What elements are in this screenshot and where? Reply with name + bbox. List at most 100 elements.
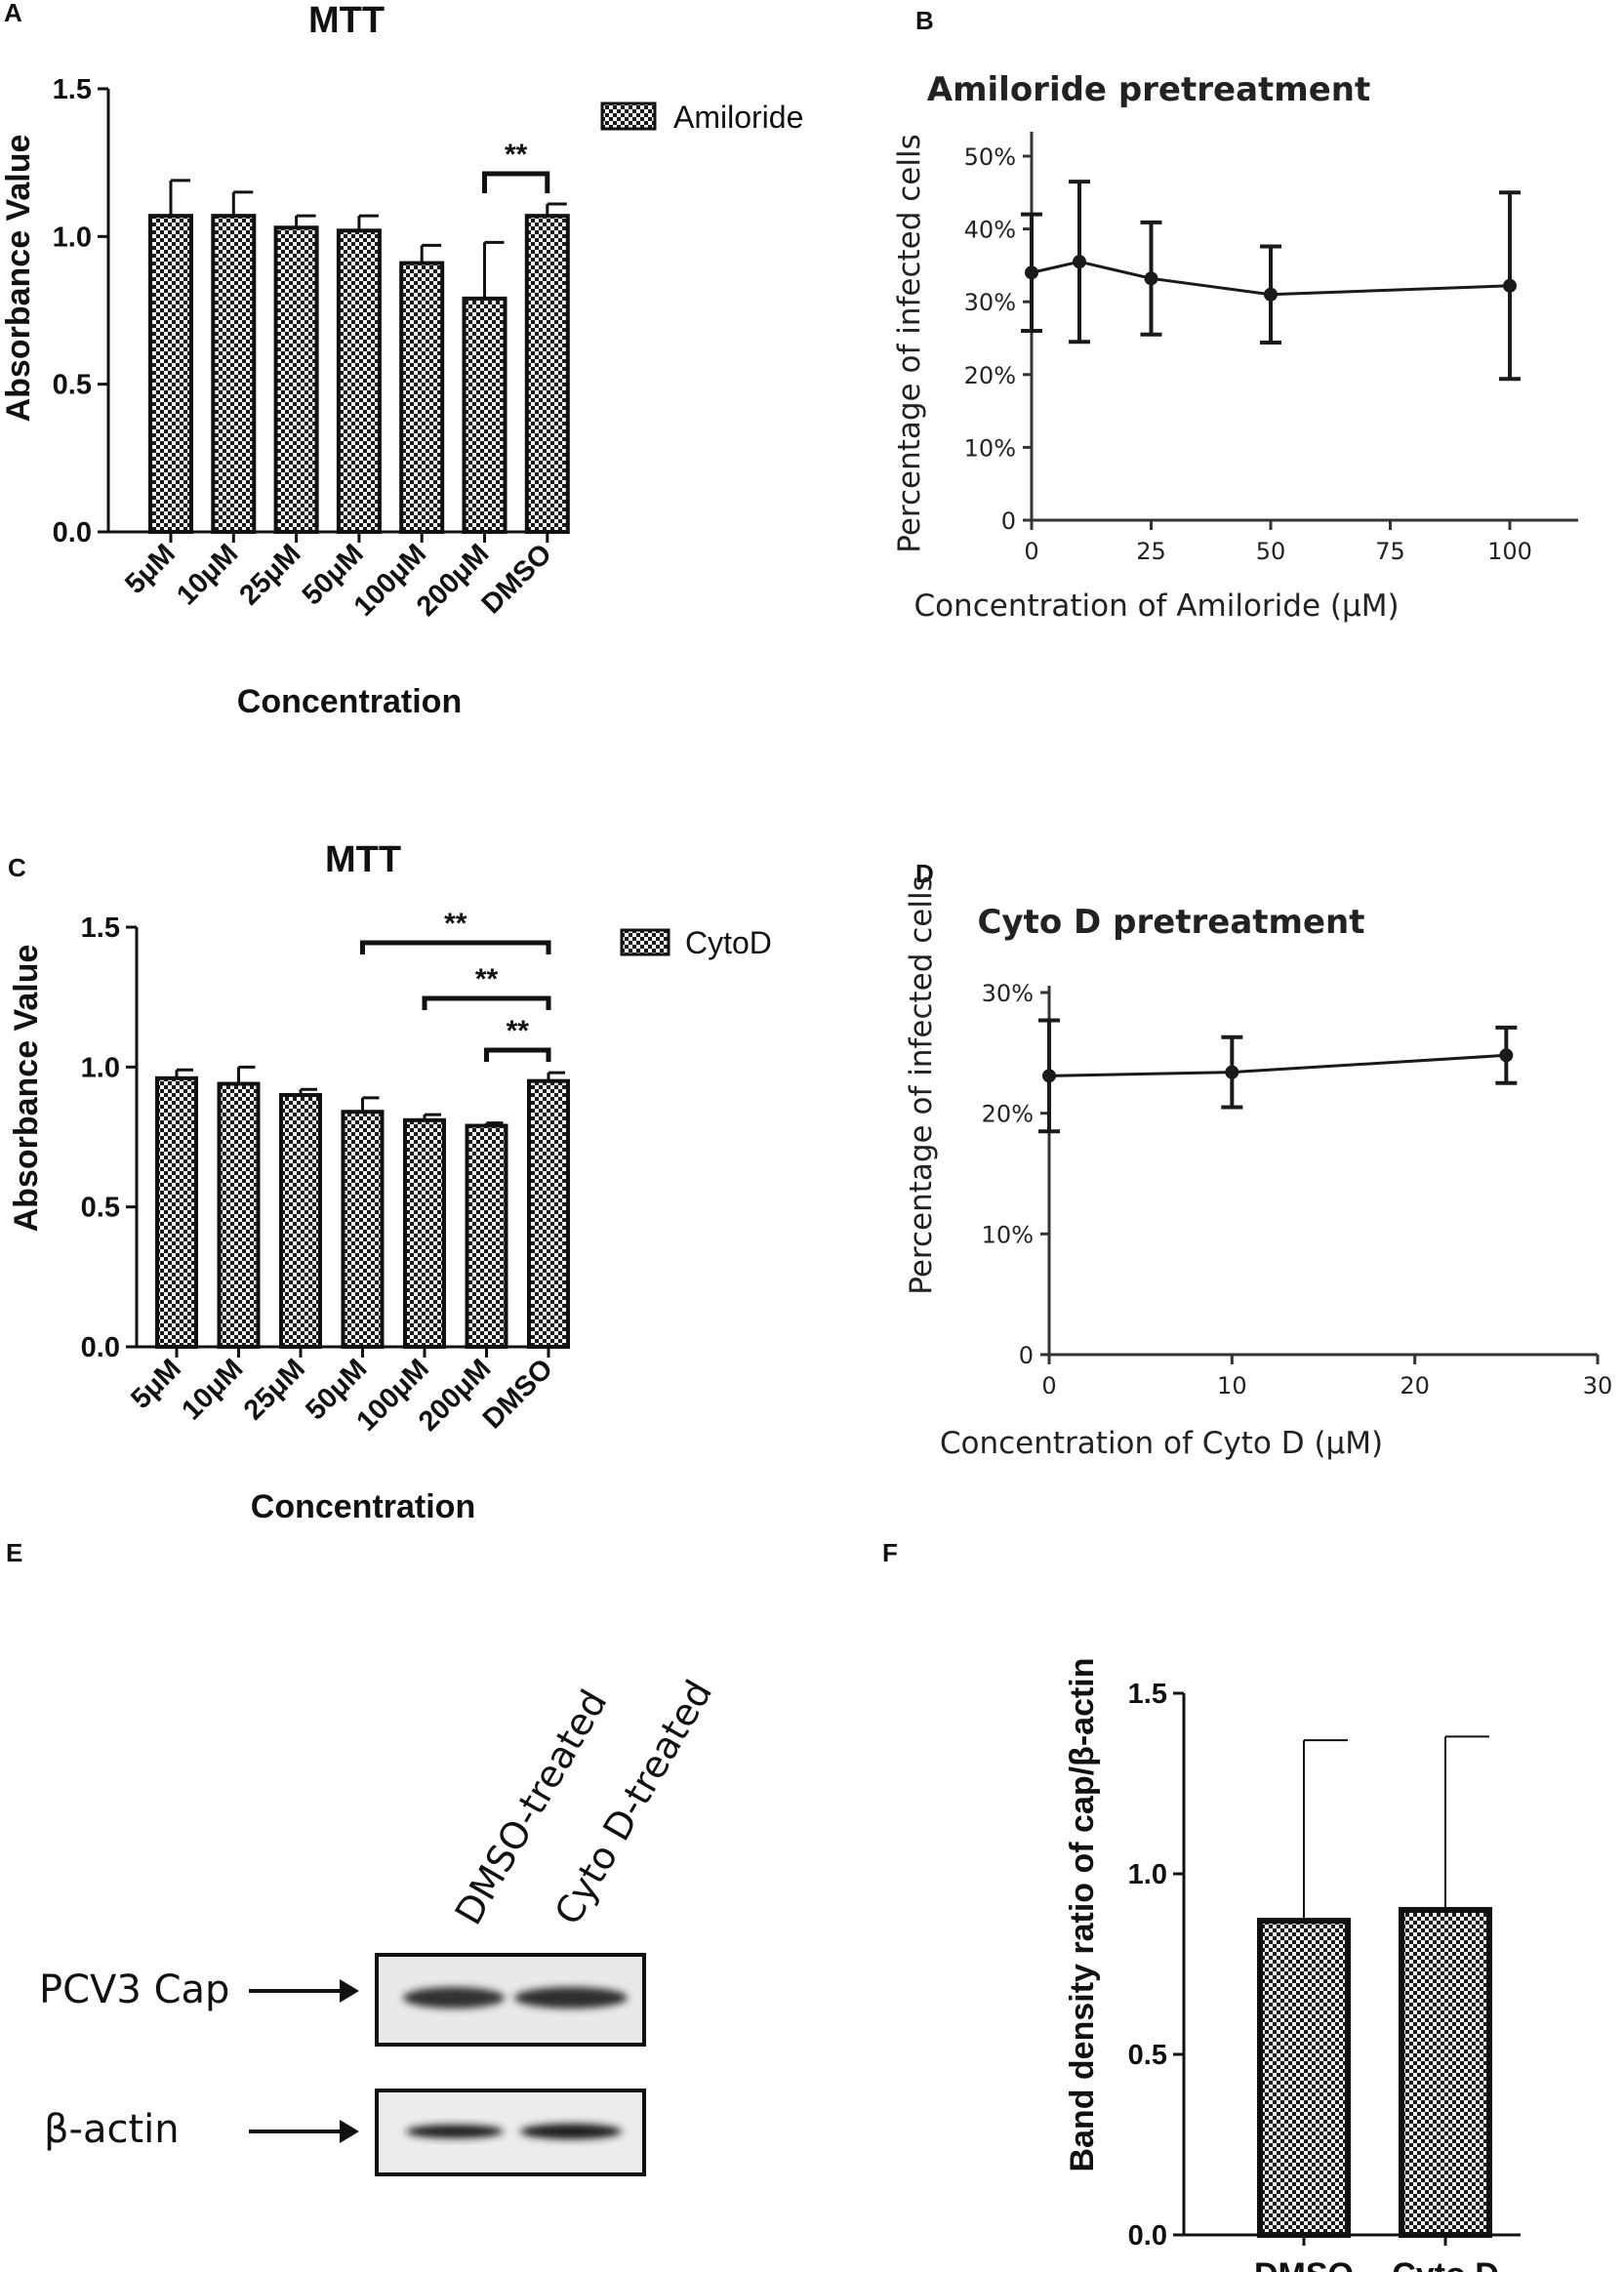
- panel-a-x-tick-label-25-m: 25μM: [233, 538, 306, 611]
- panel-a-bar-50-m: [336, 228, 382, 534]
- panel-a-y-tick-label: 0.5: [53, 370, 92, 401]
- panel-b-x-tick-label-0: 0: [1024, 538, 1038, 565]
- panel-c-title: MTT: [325, 839, 401, 880]
- panel-d-y-tick-label-30: 30%: [982, 980, 1034, 1007]
- panel-a-y-tick-label: 1.0: [53, 222, 92, 253]
- panel-b-x-tick-label-75: 75: [1375, 538, 1405, 565]
- panel-c-legend-swatch: [620, 928, 670, 956]
- panel-b-point-x0: [1025, 265, 1038, 280]
- panel-c-x-tick-label-25-m: 25μM: [238, 1353, 311, 1426]
- panel-b-point-x100: [1503, 278, 1517, 293]
- panel-d-y-tick-label-20: 20%: [982, 1101, 1034, 1128]
- panel-a-bar-200-m: [462, 296, 508, 535]
- panel-label-c: C: [8, 853, 26, 882]
- panel-b-point-x10: [1073, 255, 1086, 269]
- panel-b-y-tick-label-30: 30%: [964, 289, 1016, 316]
- panel-a-significance-bracket-200-m: [482, 171, 550, 193]
- panel-d-title: Cyto D pretreatment: [977, 903, 1364, 942]
- panel-c-y-tick-label: 1.5: [81, 913, 120, 944]
- panel-d-x-tick-label-30: 30: [1583, 1372, 1613, 1400]
- panel-d-x-tick-label-20: 20: [1400, 1372, 1430, 1400]
- panel-b-y-tick-label-10: 10%: [964, 434, 1016, 462]
- panel-f-y-tick-label: 1.0: [1128, 1859, 1167, 1890]
- panel-c-significance-bracket-100-m: [422, 995, 551, 1010]
- panel-d-x-tick-label-0: 0: [1041, 1372, 1056, 1400]
- panel-d-x-axis-label: Concentration of Cyto D (μM): [940, 1426, 1383, 1461]
- panel-f-bar-chart: Band density ratio of cap/β-actin 0.0 0.5…: [1064, 1657, 1521, 2272]
- panel-e-western-blot: DMSO-treated Cyto D-treated PCV3 Cap β-a…: [39, 1673, 720, 2176]
- panel-c-y-tick-label: 0.0: [81, 1332, 120, 1363]
- blot-band-cap-cytod: [514, 1987, 628, 2008]
- panel-a-bar-100-m: [399, 261, 445, 534]
- panel-a-bar-dmso: [524, 214, 570, 534]
- panel-d-point-x0: [1042, 1069, 1056, 1083]
- panel-c-significance-bracket-50-m: [360, 940, 551, 954]
- panel-b-y-axis-label: Percentage of infected cells: [892, 134, 927, 553]
- panel-c-significance-label-200-m: **: [507, 1015, 530, 1047]
- panel-a-significance-label-200-m: **: [505, 139, 528, 171]
- panel-b-y-tick-label-0: 0: [1001, 507, 1016, 535]
- panel-c-bar-chart: MTT Absorbance Value Concentration 0.0 0.…: [8, 839, 772, 1525]
- panel-a-legend-label: Amiloride: [673, 100, 803, 135]
- panel-c-bar-10-m: [217, 1081, 261, 1349]
- panel-c-significance-bracket-200-m: [484, 1047, 551, 1062]
- panel-c-bar-dmso: [527, 1078, 570, 1349]
- panel-a-x-axis-label: Concentration: [237, 683, 462, 720]
- panel-c-bar-5-m: [155, 1075, 198, 1350]
- panel-label-d: D: [915, 859, 934, 888]
- panel-f-x-tick-label-cyto-d: Cyto D: [1392, 2256, 1499, 2272]
- panel-c-y-tick-label: 1.0: [81, 1052, 120, 1083]
- panel-b-x-axis-label: Concentration of Amiloride (μM): [914, 588, 1399, 624]
- panel-b-line-chart: Amiloride pretreatment Percentage of inf…: [892, 70, 1578, 624]
- panel-a-x-tick-label-10-m: 10μM: [171, 538, 244, 611]
- panel-a-bar-10-m: [211, 214, 257, 534]
- panel-b-y-tick-label-40: 40%: [964, 217, 1016, 244]
- panel-a-bar-25-m: [273, 225, 319, 534]
- panel-c-x-tick-label-dmso: DMSO: [477, 1353, 559, 1435]
- panel-a-title: MTT: [308, 0, 385, 41]
- panel-d-x-tick-label-10: 10: [1217, 1372, 1247, 1400]
- panel-c-legend-label: CytoD: [685, 925, 772, 960]
- panel-b-title: Amiloride pretreatment: [927, 70, 1370, 109]
- panel-label-a: A: [4, 0, 22, 27]
- blot-arrow-head-actin: [340, 2120, 359, 2143]
- blot-band-cap-dmso: [403, 1987, 505, 2008]
- panel-a-y-tick-label: 1.5: [53, 74, 92, 105]
- panel-b-y-tick-label-50: 50%: [964, 143, 1016, 171]
- panel-label-e: E: [6, 1538, 22, 1567]
- panel-c-x-axis-label: Concentration: [251, 1488, 475, 1525]
- panel-f-y-tick-label: 1.5: [1128, 1679, 1167, 1710]
- panel-a-bar-chart: MTT Absorbance Value Concentration 0.0 0.…: [0, 0, 803, 720]
- panel-c-y-axis-label: Absorbance Value: [8, 945, 45, 1233]
- panel-b-x-tick-label-50: 50: [1256, 538, 1286, 565]
- panel-c-bar-200-m: [465, 1123, 508, 1349]
- blot-row-label-beta-actin: β-actin: [44, 2107, 180, 2152]
- blot-band-actin-cytod: [520, 2124, 622, 2139]
- panel-f-y-tick-label: 0.0: [1128, 2220, 1167, 2252]
- blot-band-actin-dmso: [406, 2125, 504, 2138]
- panel-f-bar-dmso: [1257, 1918, 1351, 2238]
- panel-a-bar-5-m: [148, 214, 193, 534]
- panel-b-x-tick-label-100: 100: [1487, 538, 1532, 565]
- panel-d-point-x25: [1499, 1048, 1514, 1063]
- panel-b-point-x50: [1264, 287, 1278, 302]
- panel-c-bar-25-m: [279, 1093, 322, 1349]
- panel-label-f: F: [882, 1538, 898, 1567]
- blot-arrow-head-cap: [340, 1979, 359, 2003]
- panel-f-y-axis-label: Band density ratio of cap/β-actin: [1064, 1657, 1101, 2171]
- panel-b-y-tick-label-20: 20%: [964, 362, 1016, 389]
- panel-b-point-x25: [1144, 271, 1158, 286]
- panel-d-point-x10: [1225, 1065, 1239, 1079]
- panel-f-y-tick-label: 0.5: [1128, 2040, 1167, 2071]
- panel-c-x-tick-label-10-m: 10μM: [176, 1353, 249, 1426]
- panel-a-legend-swatch: [600, 101, 657, 131]
- panel-c-bar-100-m: [403, 1117, 446, 1350]
- panel-d-y-tick-label-10: 10%: [982, 1221, 1034, 1248]
- panel-label-b: B: [915, 6, 934, 35]
- panel-c-significance-label-50-m: **: [444, 908, 467, 940]
- panel-d-line-chart: Cyto D pretreatment Percentage of infect…: [904, 875, 1612, 1461]
- panel-a-y-axis-label: Absorbance Value: [0, 135, 37, 423]
- panel-d-series-line: [1048, 1053, 1507, 1077]
- panel-f-x-tick-label-dmso: DMSO: [1254, 2256, 1354, 2272]
